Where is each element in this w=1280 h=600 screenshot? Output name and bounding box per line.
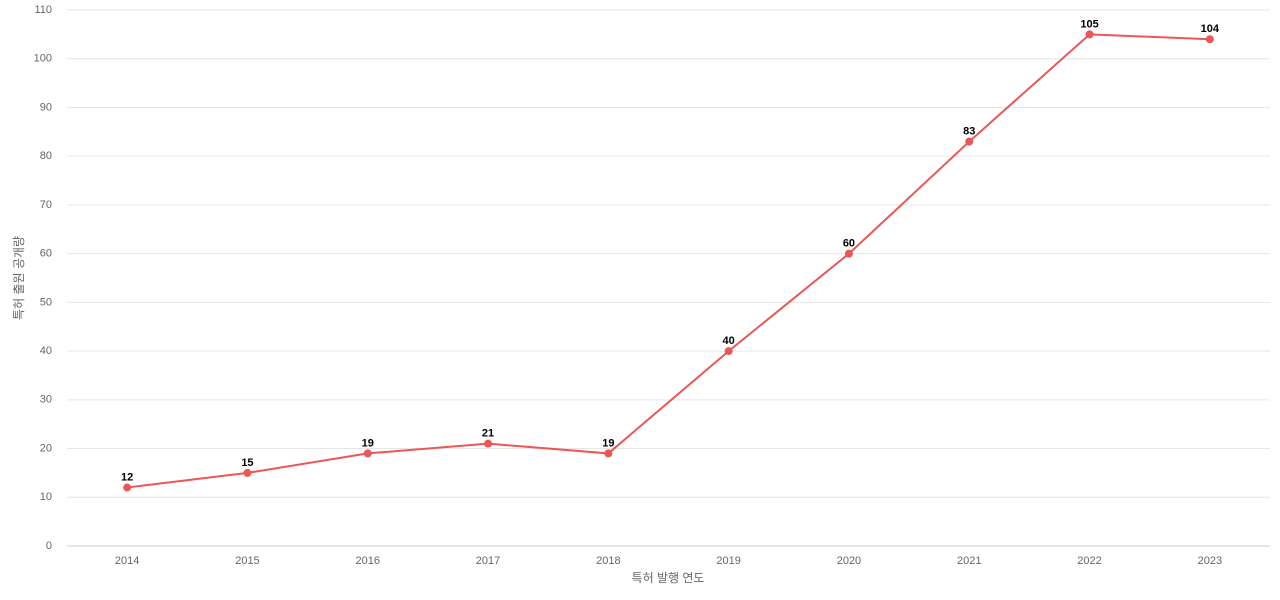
point <box>1085 30 1094 39</box>
y-tick-label: 50 <box>40 296 52 308</box>
data-label: 19 <box>602 437 614 449</box>
point <box>484 439 493 448</box>
y-tick-label: 30 <box>40 394 52 406</box>
point <box>844 249 853 258</box>
data-label: 40 <box>723 335 735 347</box>
data-label: 12 <box>121 471 133 483</box>
x-tick-label: 2017 <box>476 555 500 567</box>
point <box>724 347 733 356</box>
point <box>123 483 132 492</box>
data-label: 60 <box>843 238 855 250</box>
x-tick-label: 2018 <box>596 555 620 567</box>
y-tick-label: 0 <box>46 540 52 552</box>
x-tick-label: 2019 <box>716 555 740 567</box>
y-tick-label: 10 <box>40 491 52 503</box>
data-label: 19 <box>362 437 374 449</box>
x-tick-label: 2021 <box>957 555 981 567</box>
y-tick-label: 40 <box>40 345 52 357</box>
data-label: 15 <box>241 457 253 469</box>
x-tick-label: 2015 <box>235 555 259 567</box>
point <box>604 449 613 458</box>
y-tick-label: 70 <box>40 199 52 211</box>
data-label: 104 <box>1201 23 1220 35</box>
data-label: 83 <box>963 125 975 137</box>
x-tick-label: 2014 <box>115 555 139 567</box>
y-tick-label: 60 <box>40 248 52 260</box>
x-tick-label: 2020 <box>837 555 861 567</box>
point <box>243 468 252 477</box>
y-tick-label: 90 <box>40 101 52 113</box>
point <box>965 137 974 146</box>
x-tick-label: 2023 <box>1198 555 1222 567</box>
y-axis-title: 특허 출원 공개량 <box>12 236 26 320</box>
data-label: 105 <box>1080 18 1098 30</box>
data-label: 21 <box>482 428 494 440</box>
line <box>127 33 1210 489</box>
y-tick-label: 110 <box>34 4 52 16</box>
x-tick-label: 2022 <box>1077 555 1101 567</box>
y-tick-label: 100 <box>34 53 52 65</box>
y-tick-label: 20 <box>40 442 52 454</box>
point <box>363 449 372 458</box>
point <box>1205 35 1214 44</box>
x-tick-label: 2016 <box>356 555 380 567</box>
x-axis-title: 특허 발행 연도 <box>632 570 705 585</box>
y-tick-label: 80 <box>40 150 52 162</box>
